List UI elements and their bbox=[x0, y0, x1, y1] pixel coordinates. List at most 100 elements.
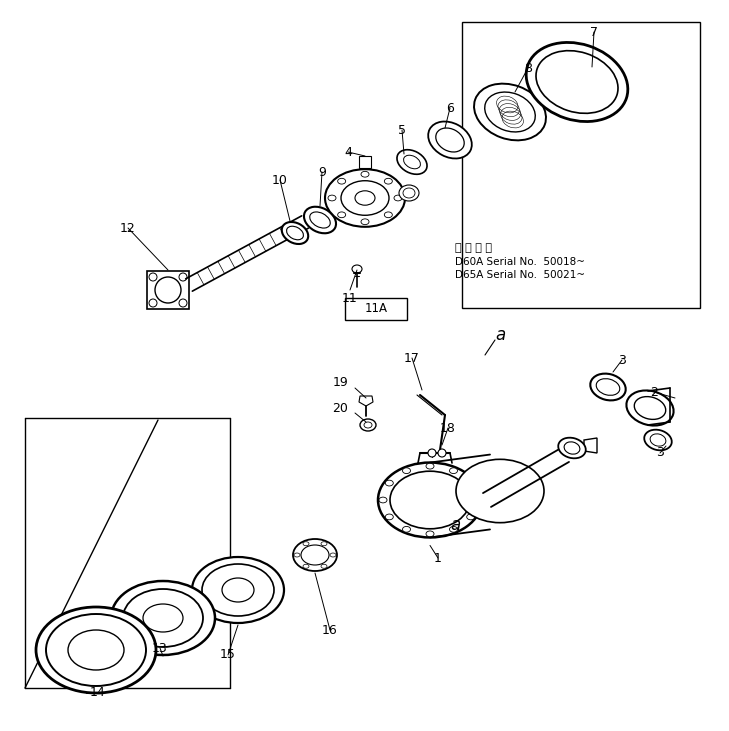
Ellipse shape bbox=[450, 468, 458, 474]
Ellipse shape bbox=[536, 50, 618, 113]
Text: 3: 3 bbox=[656, 447, 664, 460]
Ellipse shape bbox=[402, 526, 410, 532]
Ellipse shape bbox=[321, 564, 327, 568]
Bar bbox=[345, 298, 407, 320]
Text: 7: 7 bbox=[590, 26, 598, 39]
Text: 13: 13 bbox=[152, 642, 168, 654]
Ellipse shape bbox=[111, 581, 215, 655]
Ellipse shape bbox=[403, 188, 415, 198]
Ellipse shape bbox=[485, 92, 535, 132]
Polygon shape bbox=[147, 271, 189, 309]
Ellipse shape bbox=[36, 607, 156, 693]
Ellipse shape bbox=[438, 449, 446, 457]
Text: 16: 16 bbox=[322, 624, 338, 637]
Text: a: a bbox=[495, 326, 505, 344]
Ellipse shape bbox=[361, 219, 369, 224]
Text: 8: 8 bbox=[524, 61, 532, 75]
Ellipse shape bbox=[341, 181, 389, 216]
Polygon shape bbox=[359, 396, 373, 406]
Ellipse shape bbox=[467, 480, 475, 486]
Ellipse shape bbox=[590, 374, 625, 401]
Text: a: a bbox=[450, 516, 460, 534]
Ellipse shape bbox=[304, 207, 336, 233]
Ellipse shape bbox=[68, 630, 124, 670]
Ellipse shape bbox=[301, 545, 329, 565]
Ellipse shape bbox=[303, 542, 309, 546]
Text: 適 用 番 号: 適 用 番 号 bbox=[455, 243, 492, 253]
Ellipse shape bbox=[386, 480, 394, 486]
Ellipse shape bbox=[379, 497, 387, 503]
Ellipse shape bbox=[303, 564, 309, 568]
Ellipse shape bbox=[394, 195, 402, 201]
Ellipse shape bbox=[596, 379, 620, 395]
Text: 11A: 11A bbox=[364, 303, 388, 316]
Ellipse shape bbox=[364, 422, 372, 428]
Text: 6: 6 bbox=[446, 102, 454, 115]
Ellipse shape bbox=[46, 614, 146, 686]
Text: 3: 3 bbox=[618, 354, 626, 366]
Ellipse shape bbox=[360, 419, 376, 431]
Ellipse shape bbox=[558, 438, 586, 458]
Ellipse shape bbox=[179, 299, 187, 307]
Ellipse shape bbox=[202, 564, 274, 616]
Polygon shape bbox=[584, 438, 597, 453]
Ellipse shape bbox=[325, 169, 405, 227]
Ellipse shape bbox=[390, 471, 470, 529]
Ellipse shape bbox=[149, 299, 157, 307]
Ellipse shape bbox=[338, 212, 346, 218]
Ellipse shape bbox=[456, 459, 544, 523]
Ellipse shape bbox=[474, 83, 546, 140]
Ellipse shape bbox=[293, 539, 337, 571]
Ellipse shape bbox=[426, 531, 434, 537]
Ellipse shape bbox=[355, 191, 375, 205]
Ellipse shape bbox=[352, 265, 362, 273]
Polygon shape bbox=[359, 156, 371, 168]
Ellipse shape bbox=[626, 390, 674, 425]
Text: 12: 12 bbox=[120, 221, 136, 235]
Text: 4: 4 bbox=[344, 145, 352, 159]
Ellipse shape bbox=[404, 155, 421, 169]
Ellipse shape bbox=[397, 150, 427, 174]
Ellipse shape bbox=[526, 42, 628, 121]
Ellipse shape bbox=[428, 121, 472, 159]
Ellipse shape bbox=[399, 185, 419, 201]
Text: 14: 14 bbox=[90, 686, 106, 700]
Ellipse shape bbox=[149, 273, 157, 281]
Ellipse shape bbox=[426, 463, 434, 469]
Ellipse shape bbox=[650, 433, 666, 446]
Ellipse shape bbox=[386, 514, 394, 520]
Ellipse shape bbox=[644, 430, 671, 450]
Ellipse shape bbox=[361, 171, 369, 177]
Text: 20: 20 bbox=[332, 401, 348, 414]
Ellipse shape bbox=[282, 222, 308, 244]
Ellipse shape bbox=[564, 442, 580, 454]
Ellipse shape bbox=[286, 226, 303, 240]
Ellipse shape bbox=[338, 178, 346, 184]
Ellipse shape bbox=[328, 195, 336, 201]
Text: 9: 9 bbox=[318, 165, 326, 178]
Ellipse shape bbox=[294, 553, 300, 557]
Text: 18: 18 bbox=[440, 422, 456, 434]
Text: 15: 15 bbox=[220, 648, 236, 662]
Ellipse shape bbox=[402, 468, 410, 474]
Text: 17: 17 bbox=[404, 352, 420, 365]
Text: 2: 2 bbox=[650, 385, 658, 398]
Ellipse shape bbox=[384, 212, 392, 218]
Ellipse shape bbox=[467, 514, 475, 520]
Ellipse shape bbox=[310, 212, 330, 228]
Text: D65A Serial No.  50021~: D65A Serial No. 50021~ bbox=[455, 270, 585, 280]
Ellipse shape bbox=[378, 463, 482, 537]
Ellipse shape bbox=[222, 578, 254, 602]
Ellipse shape bbox=[143, 604, 183, 632]
Text: 10: 10 bbox=[272, 173, 288, 186]
Ellipse shape bbox=[428, 449, 436, 457]
Text: D60A Serial No.  50018~: D60A Serial No. 50018~ bbox=[455, 257, 585, 267]
Ellipse shape bbox=[473, 497, 481, 503]
Ellipse shape bbox=[123, 589, 203, 647]
Ellipse shape bbox=[634, 397, 666, 420]
Text: 19: 19 bbox=[332, 376, 348, 390]
Text: 1: 1 bbox=[434, 551, 442, 564]
Ellipse shape bbox=[179, 273, 187, 281]
Ellipse shape bbox=[450, 526, 458, 532]
Ellipse shape bbox=[321, 542, 327, 546]
